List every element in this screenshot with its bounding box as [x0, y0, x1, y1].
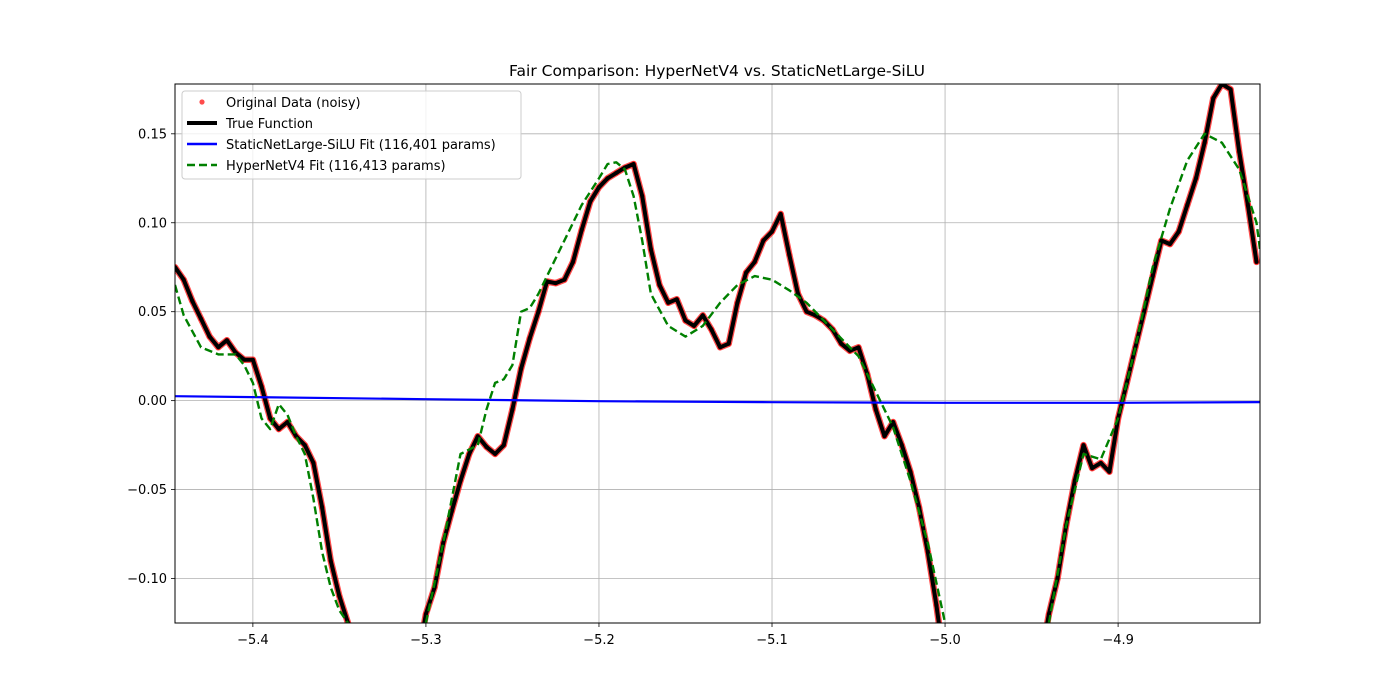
chart-title: Fair Comparison: HyperNetV4 vs. StaticNe… — [509, 62, 925, 80]
hypernet-fit-line — [175, 132, 1260, 623]
y-tick-label: −0.05 — [127, 483, 167, 498]
y-tick-label: −0.10 — [127, 572, 167, 587]
legend-marker-original-data — [199, 99, 205, 105]
y-tick-label: 0.00 — [138, 394, 167, 409]
axes-frame — [174, 83, 1261, 624]
grid — [175, 84, 1260, 623]
legend-label-original-data: Original Data (noisy) — [226, 96, 361, 111]
legend-label-staticnet: StaticNetLarge-SiLU Fit (116,401 params) — [226, 138, 496, 153]
x-tick-label: −5.2 — [583, 633, 615, 648]
staticnet-fit-line — [175, 395, 1260, 404]
true-function-line — [175, 84, 1259, 623]
x-tick-label: −5.4 — [237, 633, 269, 648]
y-tick-label: 0.10 — [138, 216, 167, 231]
legend-box — [181, 90, 522, 180]
legend-label-true-function: True Function — [225, 117, 313, 132]
y-tick-label: 0.05 — [138, 305, 167, 320]
plot-area — [175, 84, 1260, 623]
axis-ticks: −5.4 −5.3 −5.2 −5.1 −5.0 −4.9 −0.10 −0.05 0.00 0.… — [127, 127, 1134, 648]
x-tick-label: −5.0 — [929, 633, 961, 648]
x-tick-label: −4.9 — [1102, 633, 1134, 648]
x-tick-label: −5.3 — [410, 633, 442, 648]
legend: Original Data (noisy) True Function Stat… — [181, 90, 522, 180]
y-tick-label: 0.15 — [138, 127, 167, 142]
x-tick-label: −5.1 — [756, 633, 788, 648]
legend-label-hypernet: HyperNetV4 Fit (116,413 params) — [226, 159, 446, 174]
